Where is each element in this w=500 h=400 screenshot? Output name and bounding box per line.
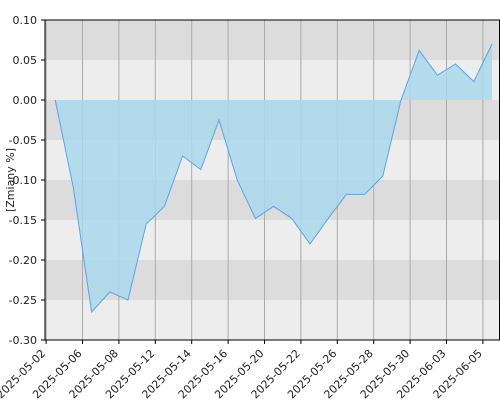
- y-tick-label: -0.15: [9, 214, 37, 227]
- y-tick-label: -0.25: [9, 294, 37, 307]
- line: [54, 43, 493, 314]
- y-tick-label: 0.00: [13, 94, 38, 107]
- y-tick-label: 0.05: [13, 54, 38, 67]
- band: [45, 20, 500, 60]
- y-tick-label: -0.20: [9, 254, 37, 267]
- y-tick-label: -0.10: [9, 174, 37, 187]
- y-tick-label: 0.10: [13, 14, 38, 27]
- y-axis-label: [Zmiany %]: [4, 148, 17, 212]
- y-tick-label: -0.30: [9, 334, 37, 347]
- area: [55, 44, 492, 312]
- band: [45, 300, 500, 340]
- y-tick-label: -0.05: [9, 134, 37, 147]
